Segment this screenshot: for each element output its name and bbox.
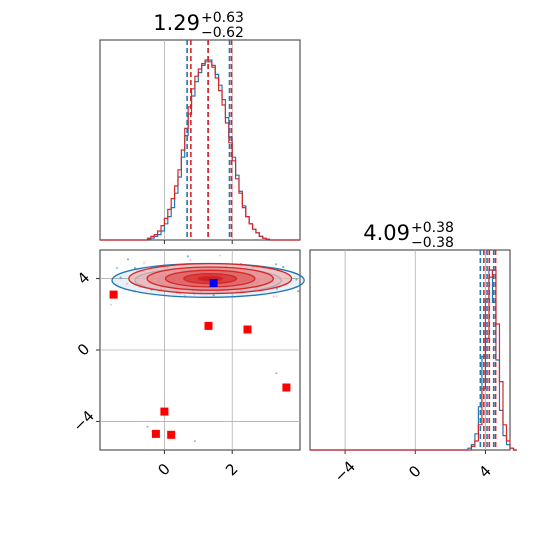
joint-point-pink: [275, 295, 278, 298]
joint-point-pink: [272, 295, 275, 298]
joint-marker-red: [282, 383, 291, 392]
joint-point-blue: [295, 278, 298, 281]
joint-point-blue: [186, 255, 189, 258]
joint-contours: [111, 262, 305, 298]
joint-marker-red: [204, 321, 213, 330]
joint-point-outlier: [115, 266, 118, 269]
joint-point-pink: [110, 303, 113, 306]
joint-point-blue: [212, 294, 215, 297]
hist-x1-quantiles: [479, 250, 497, 450]
joint-point-pink: [125, 282, 128, 285]
hist-x1-x-ticks: −4 0 4: [331, 457, 495, 485]
title-1-plus: +0.38: [411, 220, 454, 236]
panel-hist-x0-frame: [99, 39, 301, 241]
joint-point-blue: [126, 258, 130, 261]
title-0-minus: −0.62: [201, 25, 244, 41]
joint-y-tick-label: 4: [74, 268, 93, 287]
panel-hist-x0: [99, 39, 301, 244]
joint-point-pink: [189, 259, 192, 262]
title-param-1: 4.09 +0.38 −0.38: [363, 220, 454, 251]
hist-x1-grid: [344, 250, 486, 454]
joint-point-blue: [275, 287, 278, 290]
joint-point-pink: [143, 261, 146, 264]
hist-x0-series-red: [100, 59, 300, 241]
joint-point-pink: [178, 293, 181, 295]
joint-point-outlier: [193, 440, 196, 443]
joint-marker-red: [167, 430, 176, 439]
joint-y-tick-label: 0: [74, 340, 93, 359]
title-param-0: 1.29 +0.63 −0.62: [153, 10, 244, 41]
panel-hist-x1: −4 0 4: [309, 249, 518, 486]
joint-marker-red: [243, 325, 252, 334]
joint-point-pink: [219, 254, 221, 257]
joint-point-outlier: [146, 425, 149, 428]
hist-x1-x-tick-label: −4: [331, 457, 359, 485]
joint-marker-red: [160, 407, 169, 416]
hist-x1-steps: [310, 269, 518, 451]
joint-marker-red: [151, 429, 160, 438]
hist-x1-x-tick-label: 0: [405, 462, 424, 481]
joint-point-blue: [297, 290, 300, 293]
hist-x1-series-red: [310, 269, 518, 451]
title-0-base: 1.29: [153, 11, 200, 35]
joint-point-blue: [282, 265, 285, 269]
joint-y-ticks: −4 0 4: [69, 268, 97, 435]
title-1-base: 4.09: [363, 221, 410, 245]
hist-x0-series-blue: [100, 59, 300, 241]
hist-x0-steps: [100, 59, 300, 241]
joint-point-blue: [133, 266, 136, 270]
joint-marker-blue: [209, 279, 218, 287]
joint-x-tick-label: 2: [222, 460, 241, 479]
joint-point-blue: [275, 263, 278, 266]
joint-point-outlier: [275, 372, 278, 375]
title-0-plus: +0.63: [201, 10, 244, 26]
joint-x-tick-label: 0: [154, 460, 173, 479]
joint-y-tick-label: −4: [69, 407, 97, 435]
hist-x1-x-tick-label: 4: [475, 462, 494, 481]
hist-x0-quantiles: [186, 40, 233, 240]
joint-marker-red: [109, 290, 118, 299]
title-1-minus: −0.38: [411, 235, 454, 251]
joint-point-pink: [183, 294, 186, 297]
joint-markers: [109, 279, 291, 439]
joint-point-blue: [119, 276, 122, 279]
